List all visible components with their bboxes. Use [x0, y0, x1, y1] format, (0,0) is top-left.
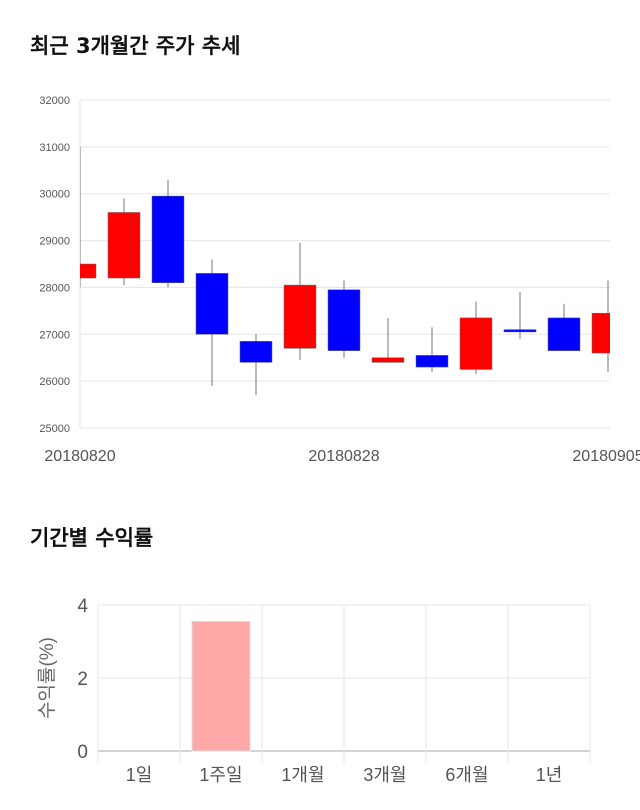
- y-tick-label: 29000: [39, 236, 70, 248]
- y-tick-label: 2: [77, 669, 88, 690]
- x-tick-label: 20180828: [308, 448, 379, 465]
- candle-body: [591, 312, 610, 354]
- y-tick-label: 0: [77, 742, 88, 763]
- x-tick-label: 20180905: [572, 448, 640, 465]
- candle-body: [371, 357, 405, 363]
- y-tick-label: 25000: [39, 423, 70, 435]
- x-tick-label: 1주일: [199, 765, 242, 785]
- y-tick-label: 30000: [39, 189, 70, 201]
- candles: [80, 146, 610, 396]
- candle-body: [283, 284, 317, 349]
- y-tick-label: 31000: [39, 142, 70, 154]
- x-tick-label: 3개월: [363, 765, 406, 785]
- y-tick-label: 4: [77, 596, 88, 617]
- candle-body: [195, 273, 229, 335]
- price-chart-title: 최근 3개월간 주가 추세: [30, 34, 241, 58]
- x-tick-label: 20180820: [44, 448, 115, 465]
- y-tick-label: 26000: [39, 376, 70, 388]
- x-tick-label: 1일: [126, 765, 153, 785]
- candle-body: [415, 355, 449, 368]
- candlestick-chart: 25000 26000 27000 28000 29000 30000 31000 32000…: [39, 95, 640, 465]
- candle-body: [327, 289, 361, 351]
- candle-body: [151, 195, 185, 283]
- candle-body: [547, 317, 581, 351]
- x-tick-label: 1개월: [281, 765, 324, 785]
- x-tick-label: 1년: [536, 765, 563, 785]
- y-tick-label: 28000: [39, 282, 70, 294]
- candle-body: [80, 263, 97, 279]
- y-tick-label: 27000: [39, 329, 70, 341]
- y-tick-label: 32000: [39, 95, 70, 107]
- return-chart-title: 기간별 수익률: [30, 526, 154, 550]
- x-tick-label: 6개월: [445, 765, 488, 785]
- candle-body: [459, 317, 493, 370]
- candle-body: [107, 212, 141, 279]
- candle-body: [239, 341, 273, 363]
- return-bar: [191, 620, 251, 752]
- y-axis-label: 수익률(%): [36, 637, 58, 719]
- candle-body: [503, 329, 537, 333]
